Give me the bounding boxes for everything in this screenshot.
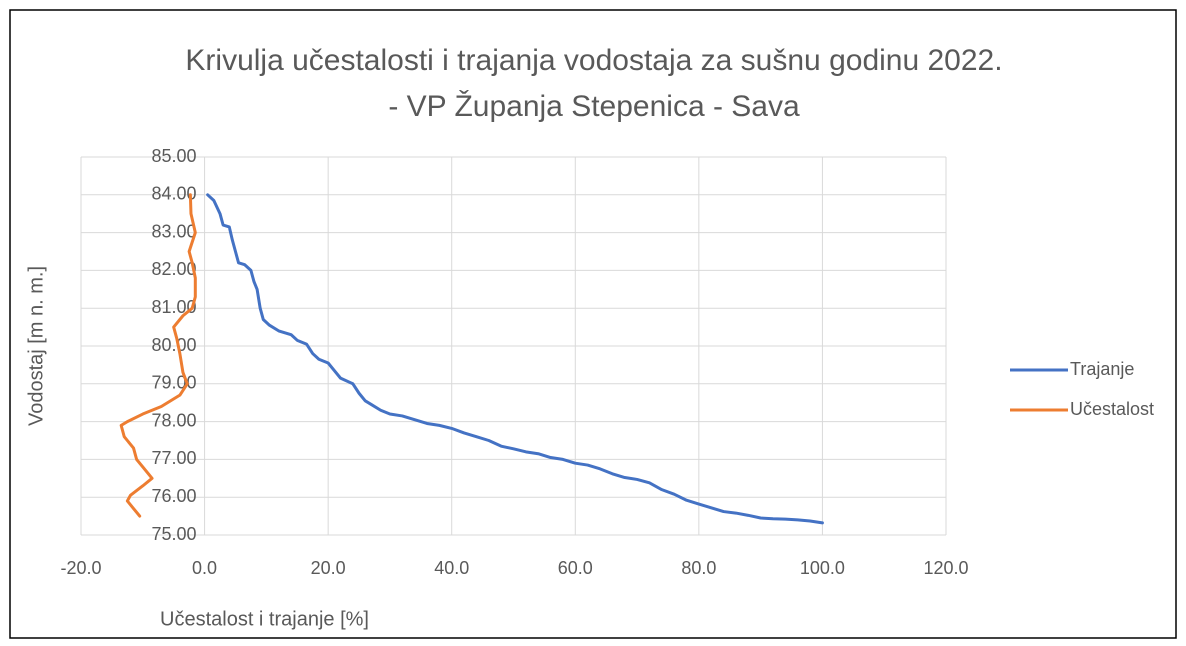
x-tick-label: 40.0 <box>434 558 469 578</box>
y-tick-label: 81.00 <box>152 297 197 317</box>
x-tick-label: 0.0 <box>192 558 217 578</box>
y-tick-label: 85.00 <box>152 146 197 166</box>
y-tick-label: 80.00 <box>152 335 197 355</box>
chart-title: - VP Županja Stepenica - Sava <box>388 90 800 123</box>
y-tick-label: 82.00 <box>152 259 197 279</box>
x-tick-label: 80.0 <box>681 558 716 578</box>
series-line <box>206 193 824 525</box>
x-tick-label: 100.0 <box>800 558 845 578</box>
x-tick-label: 20.0 <box>311 558 346 578</box>
y-tick-label: 77.00 <box>152 448 197 468</box>
series-line <box>119 193 197 518</box>
x-tick-label: 60.0 <box>558 558 593 578</box>
y-tick-label: 76.00 <box>152 486 197 506</box>
y-axis-label: Vodostaj [m n. m.] <box>25 266 47 426</box>
x-tick-label: 120.0 <box>923 558 968 578</box>
x-axis-label: Učestalost i trajanje [%] <box>160 608 369 630</box>
y-tick-label: 83.00 <box>152 221 197 241</box>
y-tick-label: 84.00 <box>152 184 197 204</box>
x-tick-label: -20.0 <box>60 558 101 578</box>
y-tick-label: 75.00 <box>152 524 197 544</box>
y-tick-label: 78.00 <box>152 410 197 430</box>
legend-label: Učestalost <box>1070 399 1154 419</box>
y-tick-label: 79.00 <box>152 373 197 393</box>
chart-title: Krivulja učestalosti i trajanja vodostaj… <box>185 44 1002 77</box>
legend-label: Trajanje <box>1070 359 1134 379</box>
